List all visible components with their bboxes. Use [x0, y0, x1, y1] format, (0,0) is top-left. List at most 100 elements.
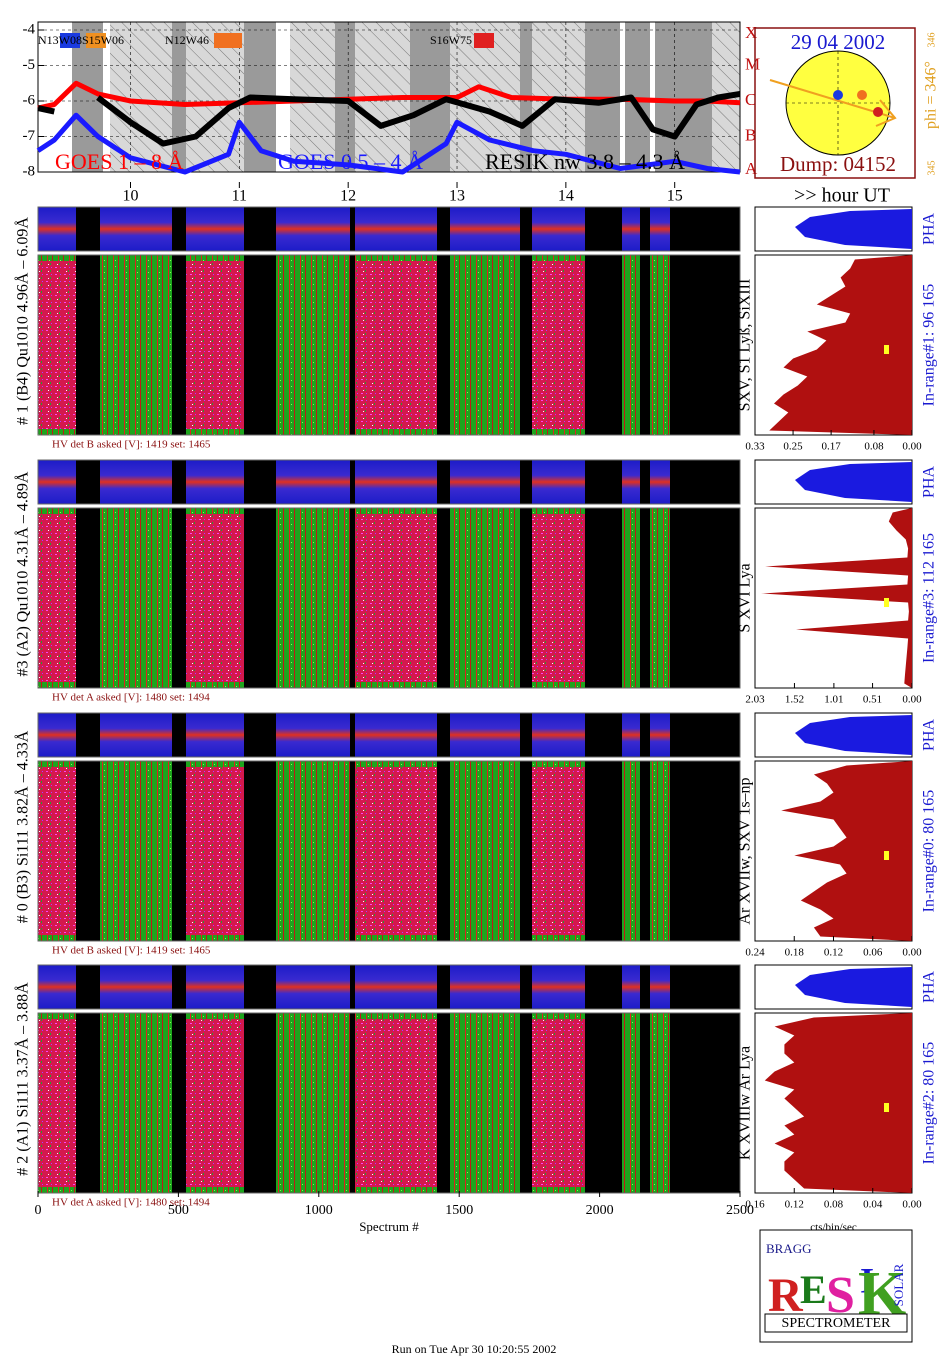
edge-band [355, 1187, 437, 1193]
region-marker [474, 33, 494, 48]
x-tick-label: 0.51 [863, 694, 882, 706]
edge-band [38, 1187, 76, 1193]
pha-label: PHA [921, 971, 938, 1003]
logo-letter: I [860, 1260, 874, 1300]
detector-label: # 1 (B4) Qu1010 4.96Å – 6.09Å [14, 217, 32, 425]
edge-band [532, 682, 548, 688]
x-tick-label: 0 [35, 1203, 42, 1218]
edge-band [355, 255, 437, 261]
spectrum-image [470, 1013, 520, 1193]
spectrum-image [38, 255, 76, 435]
spectrum-image [670, 1013, 710, 1193]
spectrum-image [76, 761, 100, 941]
hv-label: HV det A asked [V]: 1480 set: 1494 [52, 1197, 210, 1209]
pha-strip [350, 965, 355, 1009]
spectrum-image [650, 255, 670, 435]
sun-date: 29 04 2002 [791, 30, 886, 54]
pha-curve [795, 209, 912, 249]
pointing-arrow [875, 99, 897, 127]
pha-strip [640, 713, 650, 757]
edge-band [186, 761, 244, 767]
spectrum-image [670, 508, 710, 688]
goes-line [36, 112, 741, 175]
logo-spectrometer: SPECTROMETER [782, 1316, 892, 1331]
pha-strip [670, 460, 710, 504]
pha-strip [276, 713, 350, 757]
pha-frame [37, 206, 741, 252]
x-tick-label: 0.24 [745, 947, 765, 959]
spectrum-image [585, 1013, 622, 1193]
x-tick-label: 0.12 [785, 1199, 804, 1211]
pha-strip [585, 965, 622, 1009]
spectrum-image [470, 255, 520, 435]
spectrum-image [355, 508, 437, 688]
edge-band [548, 682, 585, 688]
spectrum-image [172, 508, 186, 688]
pha-strip [640, 207, 650, 251]
y-tick-label: -4 [23, 21, 36, 37]
spectrum-image [112, 255, 172, 435]
pha-strip [355, 713, 437, 757]
spectrum-image [640, 1013, 650, 1193]
pha-strip [520, 713, 532, 757]
spectrum-image [650, 508, 670, 688]
footer: Run on Tue Apr 30 10:20:55 2002 [392, 1342, 557, 1356]
hv-label: HV det B asked [V]: 1419 set: 1465 [52, 945, 211, 957]
pha-strip [186, 713, 244, 757]
pha-curve [795, 715, 912, 755]
pha-strip [437, 965, 450, 1009]
region-dot [833, 90, 843, 100]
pha-strip [548, 460, 585, 504]
edge-band [548, 508, 585, 514]
pha-strip [172, 965, 186, 1009]
spectrum-image [450, 255, 470, 435]
pha-strip [710, 965, 740, 1009]
pha-strip [244, 207, 276, 251]
pha-strip [244, 460, 276, 504]
hv-label: HV det B asked [V]: 1419 set: 1465 [52, 439, 211, 451]
spectrum-image [350, 1013, 355, 1193]
pha-strip [470, 207, 520, 251]
spectrum-image [172, 255, 186, 435]
pha-strip [622, 965, 640, 1009]
profile-area [761, 508, 912, 688]
logo-bragg: BRAGG [766, 1241, 812, 1256]
pha-strip [650, 460, 670, 504]
pha-strip [710, 207, 740, 251]
line-ids: S XVI Lya [737, 563, 754, 632]
spectrum-image [548, 255, 585, 435]
edge-band [532, 1013, 548, 1019]
pha-strip [76, 207, 100, 251]
logo-bar [764, 1313, 908, 1333]
edge-band [38, 508, 76, 514]
spectrum-image [112, 761, 172, 941]
region-marker [60, 33, 80, 48]
spectrum-image [532, 761, 548, 941]
spectrum-image [532, 1013, 548, 1193]
pha-strip [112, 460, 172, 504]
spectrum-image [112, 508, 172, 688]
logo-letter: R [768, 1269, 804, 1322]
x-axis-label: >> hour UT [794, 185, 890, 207]
spectrum-image [670, 761, 710, 941]
edge-band [38, 255, 76, 261]
spectrum-image [622, 1013, 640, 1193]
pha-strip [172, 207, 186, 251]
pha-strip [350, 207, 355, 251]
spectrum-image [640, 508, 650, 688]
pha-strip [650, 713, 670, 757]
pha-strip [520, 460, 532, 504]
pha-strip [38, 713, 76, 757]
spectrum-image [450, 508, 470, 688]
image-frame [37, 254, 741, 436]
pha-strip [437, 460, 450, 504]
spectrum-image [350, 761, 355, 941]
spectrum-image [100, 255, 112, 435]
detector-label: # 0 (B3) Si111 3.82Å – 4.33Å [14, 730, 32, 923]
spectrum-image [244, 1013, 276, 1193]
pha-strip [622, 207, 640, 251]
spectrum-image [76, 508, 100, 688]
spectrum-image [355, 761, 437, 941]
spectrum-image [520, 508, 532, 688]
edge-band [186, 935, 244, 941]
